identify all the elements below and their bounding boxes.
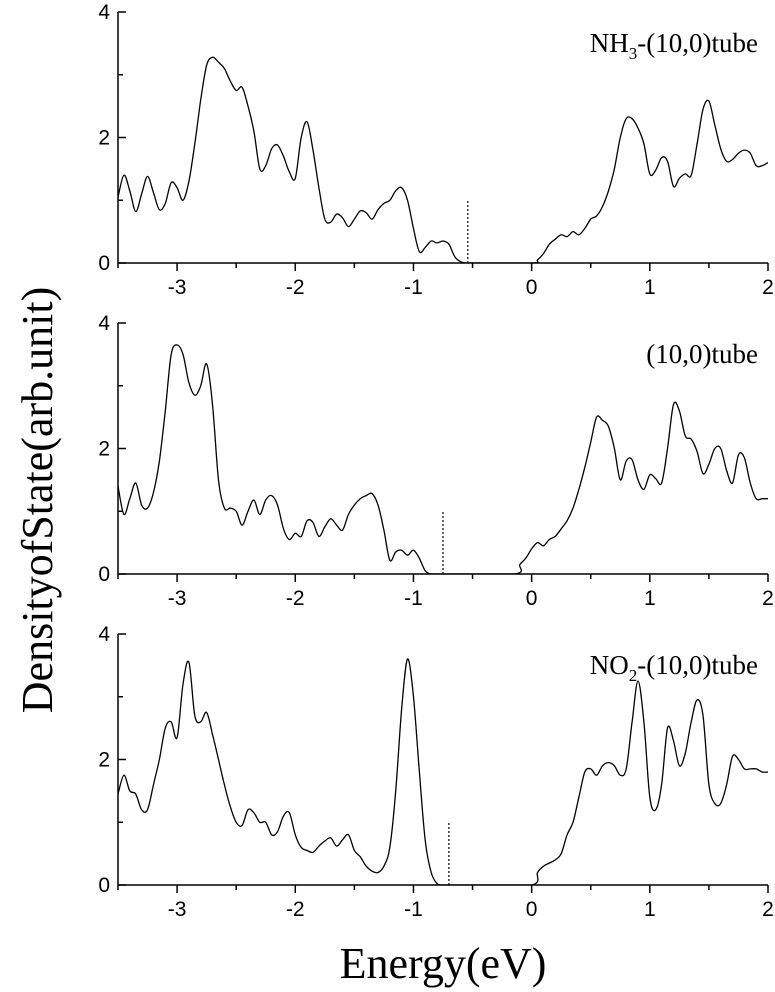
dos-series-line	[118, 56, 768, 263]
x-tick-label: 1	[644, 276, 656, 299]
x-tick-label: -1	[404, 898, 423, 921]
panel-label-rest: -(10,0)tube	[637, 28, 758, 58]
x-axis-title: Energy(eV)	[340, 939, 547, 988]
y-tick-label: 0	[98, 874, 110, 897]
x-tick-label: -3	[168, 276, 187, 299]
panel-label: (10,0)tube	[646, 339, 758, 369]
panel-label-subscript: 3	[629, 44, 638, 63]
panel-label: NO2-(10,0)tube	[590, 650, 758, 685]
y-tick-label: 4	[98, 1, 110, 24]
dos-series-line	[118, 658, 768, 885]
y-tick-label: 4	[98, 623, 110, 646]
x-tick-label: 2	[762, 587, 774, 610]
x-tick-label: -2	[286, 276, 305, 299]
x-tick-label: 1	[644, 898, 656, 921]
x-tick-label: -2	[286, 587, 305, 610]
y-tick-label: 4	[98, 312, 110, 335]
x-tick-label: -2	[286, 898, 305, 921]
x-tick-label: -3	[168, 587, 187, 610]
y-tick-label: 2	[98, 749, 110, 772]
panel-2: -3 -2 -1 0 1 2 0 2 4 (10,0)tube	[98, 312, 774, 610]
panel-1: -3 -2 -1 0 1 2 0 2 4 NH3-(10,0)tube	[98, 1, 774, 299]
x-tick-label: 1	[644, 587, 656, 610]
y-tick-label: 2	[98, 127, 110, 150]
y-tick-label: 0	[98, 563, 110, 586]
panel-label-subscript: 2	[629, 666, 638, 685]
x-tick-label: 2	[762, 898, 774, 921]
x-tick-label: 0	[526, 587, 538, 610]
x-tick-label: -1	[404, 587, 423, 610]
x-tick-label: 2	[762, 276, 774, 299]
y-tick-label: 2	[98, 438, 110, 461]
panel-label: NH3-(10,0)tube	[590, 28, 758, 63]
dos-series-line	[118, 344, 768, 574]
panel-label-rest: -(10,0)tube	[637, 650, 758, 680]
x-tick-label: -3	[168, 898, 187, 921]
panel-label-main: NO	[590, 650, 629, 680]
panel-label-main: (10,0)tube	[646, 339, 758, 369]
x-tick-label: 0	[526, 898, 538, 921]
x-tick-label: 0	[526, 276, 538, 299]
y-axis-title: DensityofState(arb.unit)	[13, 287, 62, 713]
y-tick-label: 0	[98, 252, 110, 275]
panel-label-main: NH	[590, 28, 629, 58]
x-tick-label: -1	[404, 276, 423, 299]
